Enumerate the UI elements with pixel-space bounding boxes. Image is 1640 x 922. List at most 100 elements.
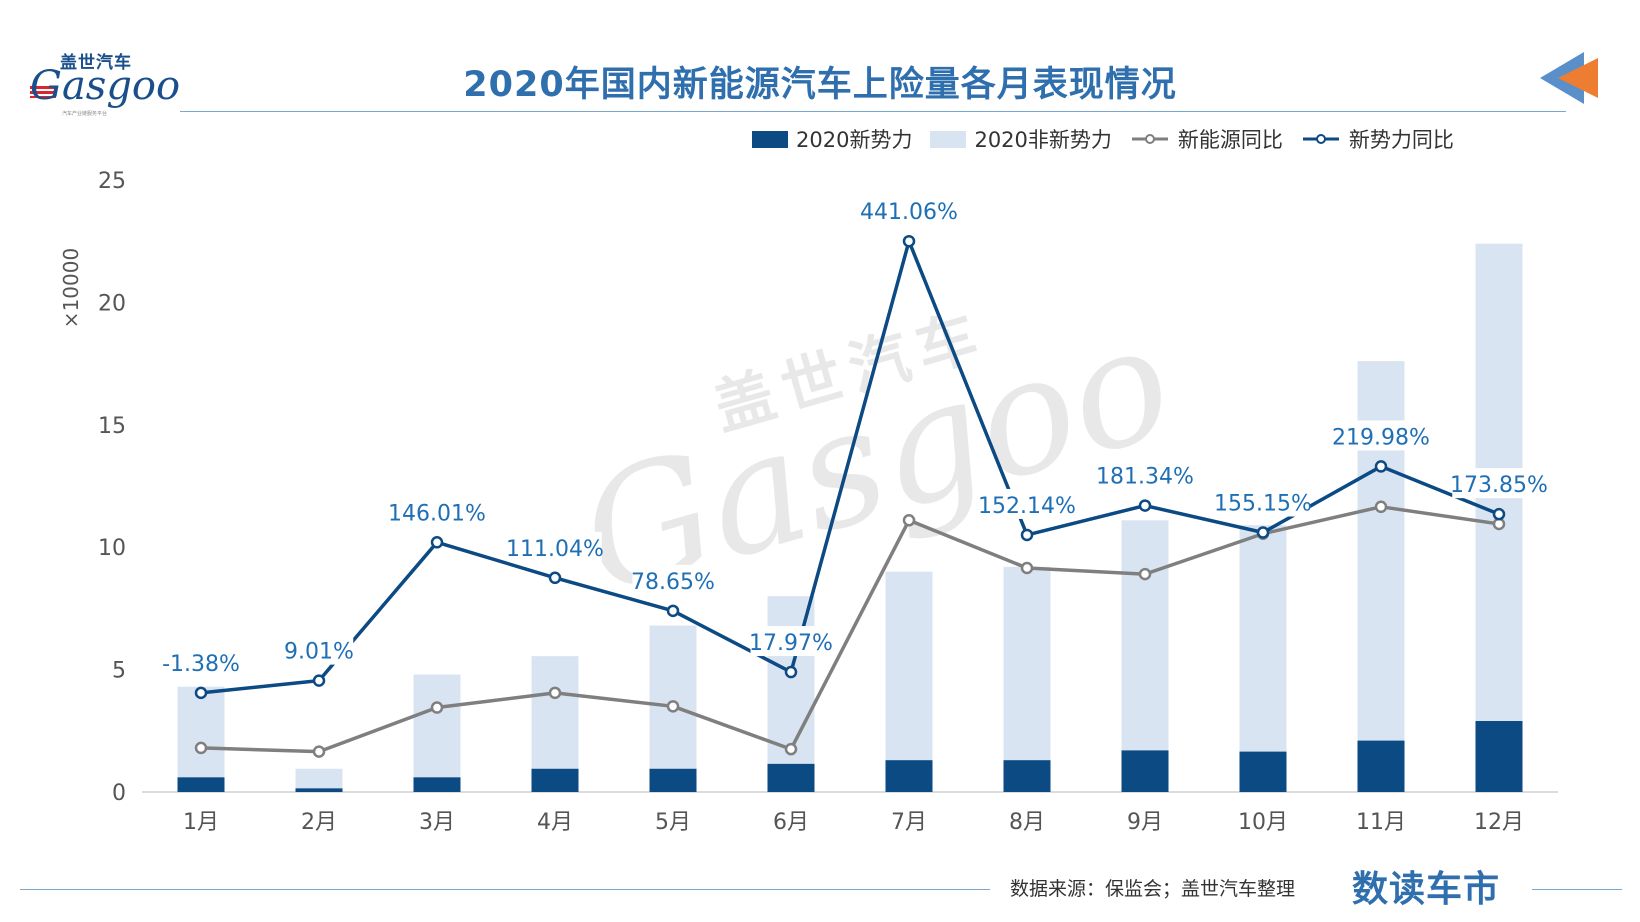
new-forces-yoy-point: [194, 686, 208, 700]
data-label: 146.01%: [388, 501, 486, 526]
bar-non-new-forces: [295, 768, 343, 789]
new-forces-yoy-line: [200, 239, 1500, 695]
footer-divider-left: [20, 889, 990, 890]
x-tick-label: 9月: [1127, 810, 1163, 835]
legend-item-new-forces: 2020新势力: [752, 124, 912, 154]
bar-non-new-forces: [885, 571, 933, 761]
bar-new-forces: [1475, 721, 1523, 792]
bar-new-forces: [1003, 760, 1051, 792]
data-label-bg: [980, 488, 1074, 519]
bar-group: [177, 243, 1523, 792]
data-source: 数据来源：保监会；盖世汽车整理: [1010, 878, 1296, 900]
bar-new-forces: [649, 768, 697, 792]
new-forces-yoy-point: [1492, 507, 1506, 521]
bar-non-new-forces: [413, 674, 461, 778]
bar-new-forces: [295, 788, 343, 792]
arrow-logo-icon: [1540, 52, 1598, 104]
data-label-bg: [1098, 459, 1192, 490]
nev-yoy-point: [1138, 567, 1152, 581]
x-tick-label: 3月: [419, 810, 455, 835]
new-forces-yoy-point: [1256, 526, 1270, 539]
data-label-bg: [632, 564, 714, 595]
data-label: 78.65%: [631, 570, 715, 595]
data-label-group: -1.38% 9.01% 146.01% 111.04% 78.65% 17.97% 441…: [160, 195, 1548, 677]
data-label: 441.06%: [860, 200, 958, 225]
legend-label-non-new-forces: 2020非新势力: [974, 128, 1112, 152]
new-forces-yoy-point: [430, 536, 444, 549]
data-label: -1.38%: [162, 652, 240, 677]
legend-label-new-forces: 2020新势力: [796, 128, 913, 152]
bar-new-forces: [767, 763, 815, 792]
x-tick-label: 1月: [183, 810, 219, 835]
title-divider: [180, 111, 1566, 112]
nev-yoy-line: [200, 505, 1500, 754]
data-label-bg: [862, 195, 956, 226]
legend-swatch-new-forces: [752, 130, 788, 148]
new-forces-yoy-point: [784, 665, 798, 679]
legend-item-non-new-forces: 2020非新势力: [930, 124, 1112, 154]
data-label: 9.01%: [284, 640, 354, 665]
data-label: 111.04%: [506, 537, 604, 562]
legend-swatch-new-forces-yoy: [1302, 134, 1339, 144]
nev-yoy-point: [548, 686, 562, 700]
x-tick-label: 2月: [301, 810, 337, 835]
data-label: 17.97%: [749, 631, 833, 656]
data-label-bg: [160, 646, 242, 677]
new-forces-yoy-point: [902, 234, 916, 248]
bar-non-new-forces: [1003, 566, 1051, 761]
data-label-bg: [1452, 468, 1546, 499]
data-label: 219.98%: [1332, 425, 1430, 450]
chart-legend: 2020新势力 2020非新势力 新能源同比 新势力同比: [752, 124, 1454, 154]
brand-mark: 数读车市: [1352, 869, 1501, 910]
nev-yoy-point: [430, 701, 444, 714]
gasgoo-logo: 盖世汽车 Gasgoo 汽车产业链服务平台: [24, 48, 180, 118]
line-group: [194, 234, 1506, 758]
y-tick-label: 25: [98, 169, 126, 194]
bar-new-forces: [531, 768, 579, 792]
y-tick-label: 0: [112, 781, 126, 806]
y-tick-label: 15: [98, 414, 126, 439]
new-forces-yoy-point: [666, 604, 680, 618]
data-label-bg: [1334, 420, 1428, 451]
footer-divider-right: [1532, 889, 1622, 890]
new-forces-yoy-point: [1020, 528, 1034, 542]
page-title: 2020年国内新能源汽车上险量各月表现情况: [463, 65, 1177, 105]
legend-label-nev-yoy: 新能源同比: [1177, 128, 1283, 152]
logo-stripes: [30, 86, 56, 98]
bar-new-forces: [885, 760, 933, 792]
data-label-bg: [284, 634, 354, 665]
nev-yoy-point: [1374, 500, 1388, 514]
bar-new-forces: [1121, 750, 1169, 792]
legend-item-nev-yoy: 新能源同比: [1130, 124, 1283, 154]
nev-yoy-point: [784, 742, 798, 756]
y-tick-label: 20: [98, 291, 126, 316]
legend-swatch-non-new-forces: [930, 130, 967, 148]
x-tick-label: 8月: [1009, 810, 1045, 835]
new-forces-yoy-point: [1138, 499, 1152, 512]
nev-yoy-point: [1020, 561, 1034, 575]
bar-new-forces: [413, 777, 461, 792]
nev-yoy-point: [666, 700, 680, 713]
y-tick-label: 5: [112, 659, 126, 684]
new-forces-yoy-point: [1374, 460, 1388, 473]
new-forces-yoy-point: [548, 571, 562, 585]
y-tick-label: 10: [98, 536, 126, 561]
bar-non-new-forces: [1357, 361, 1405, 741]
bar-non-new-forces: [177, 686, 225, 778]
x-tick-label: 6月: [773, 810, 809, 835]
data-label-bg: [508, 531, 602, 562]
bar-new-forces: [1357, 740, 1405, 792]
legend-item-new-forces-yoy: 新势力同比: [1301, 124, 1454, 154]
data-label: 155.15%: [1214, 492, 1312, 517]
logo-name-cn: 盖世汽车: [60, 53, 132, 73]
x-tick-label: 5月: [655, 810, 691, 835]
x-tick-label: 4月: [537, 810, 573, 835]
new-forces-yoy-point: [312, 674, 326, 687]
chart-axes: 0 5 10 15 20 25 ×10000 1月 2月 3月 4月 5月 6月 7月 8月 9月 10月 11月…: [59, 169, 1558, 835]
bar-new-forces: [1239, 751, 1287, 792]
nev-yoy-point: [902, 514, 916, 527]
x-tick-label: 10月: [1238, 810, 1288, 835]
legend-swatch-nev-yoy: [1131, 134, 1168, 144]
nev-yoy-point: [312, 745, 326, 758]
